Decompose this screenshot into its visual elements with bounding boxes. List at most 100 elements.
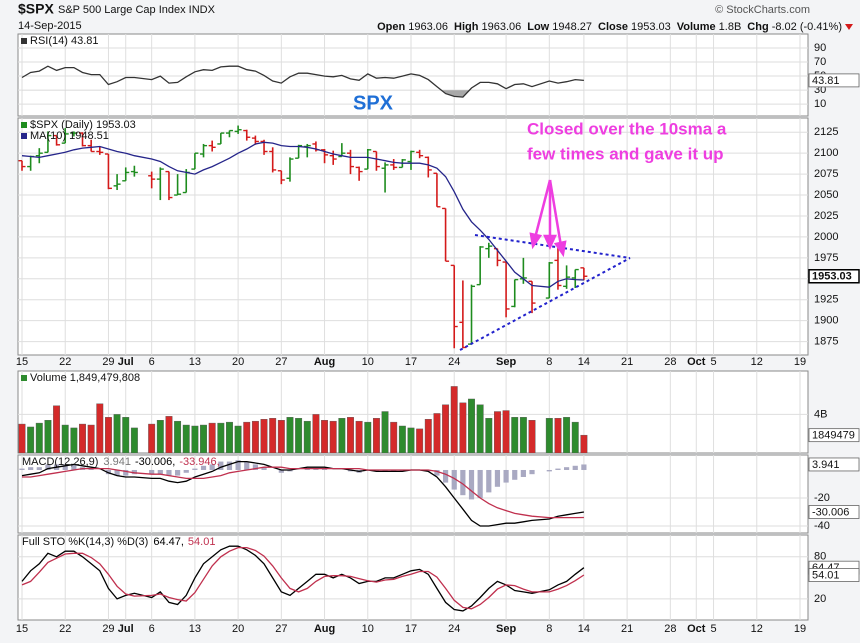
- value-box-label: 54.01: [812, 569, 840, 581]
- y-tick-label: 1925: [814, 294, 838, 306]
- bar: [200, 465, 207, 470]
- source: © StockCharts.com: [715, 4, 810, 16]
- x-tick-label: Oct: [687, 623, 706, 635]
- y-tick-label: -40: [814, 520, 830, 532]
- bar: [131, 469, 137, 475]
- bar: [244, 461, 250, 470]
- legend-swatch: [21, 38, 27, 44]
- quote-value: 1948.27: [552, 21, 592, 33]
- bar: [572, 465, 578, 470]
- bar: [35, 422, 43, 453]
- quote-value: -8.02 (-0.41%): [772, 21, 842, 33]
- x-tick-label: Jul: [118, 623, 134, 635]
- bar: [520, 469, 526, 477]
- quote-label: Low: [527, 21, 549, 33]
- bar: [494, 469, 501, 487]
- bar: [519, 417, 527, 453]
- y-tick-label: 2100: [814, 147, 838, 159]
- y-tick-label: 2125: [814, 126, 838, 138]
- panel: [18, 455, 808, 533]
- legend-entry: $SPX (Daily) 1953.03: [30, 119, 136, 131]
- legend-swatch: [21, 133, 27, 139]
- legend-entry: 3.941: [103, 456, 131, 468]
- x-tick-label: 20: [232, 356, 244, 368]
- x-tick-label: 17: [405, 356, 417, 368]
- y-tick-label: 80: [814, 551, 826, 563]
- x-tick-label: Aug: [314, 356, 335, 368]
- bar: [226, 421, 233, 453]
- bar: [166, 469, 172, 476]
- bar: [303, 420, 311, 453]
- bar: [28, 467, 34, 470]
- y-tick-label: 90: [814, 42, 826, 54]
- bar: [321, 468, 328, 470]
- bar: [114, 469, 120, 476]
- bar: [36, 467, 42, 470]
- bar: [287, 469, 293, 472]
- panel-frame: [17, 534, 809, 621]
- bar: [503, 469, 509, 483]
- x-tick-label: 24: [448, 623, 460, 635]
- x-tick-label: 5: [710, 356, 716, 368]
- bar: [564, 467, 570, 470]
- legend-entry: -30.006,: [135, 456, 175, 468]
- x-tick-label: 27: [275, 623, 287, 635]
- panel: [18, 34, 808, 116]
- bar: [442, 404, 450, 453]
- x-tick-label: 14: [578, 623, 590, 635]
- quote-strip: Open 1963.06 High 1963.06 Low 1948.27 Close 195…: [377, 21, 842, 33]
- quote-value: 1963.06: [481, 21, 521, 33]
- series-line: [21, 141, 584, 288]
- symbol: $SPX: [18, 1, 54, 17]
- bar: [546, 469, 552, 472]
- bar: [424, 419, 432, 453]
- legend-entry: RSI(14) 43.81: [30, 35, 98, 47]
- x-tick-label: 21: [621, 623, 633, 635]
- trend-line: [459, 257, 631, 351]
- annotation-note: few times and gave it up: [527, 144, 724, 163]
- bar: [391, 469, 397, 472]
- bar: [398, 425, 406, 453]
- bar: [554, 418, 562, 453]
- bar: [174, 420, 182, 453]
- annotation-layer: SPX Closed over the 10sma a few times an…: [353, 92, 727, 351]
- bar: [277, 420, 285, 453]
- bar: [512, 469, 518, 480]
- x-tick-label: 14: [578, 356, 590, 368]
- bar: [459, 402, 467, 453]
- y-tick-label: 2075: [814, 168, 838, 180]
- y-tick-label: 1975: [814, 252, 838, 264]
- bar: [304, 468, 310, 470]
- bar: [321, 420, 328, 453]
- bar: [27, 426, 35, 453]
- bar: [485, 418, 493, 453]
- x-tick-label: 19: [794, 623, 806, 635]
- bar: [234, 425, 242, 453]
- bar: [434, 469, 440, 476]
- bar: [486, 469, 492, 493]
- bar: [451, 469, 457, 490]
- x-tick-label: 6: [149, 356, 155, 368]
- x-tick-label: 12: [751, 623, 763, 635]
- arrow: [533, 179, 552, 239]
- x-tick-label: 21: [621, 356, 633, 368]
- bar: [226, 461, 233, 470]
- bar: [373, 469, 380, 472]
- bar: [269, 418, 277, 453]
- bar: [148, 423, 156, 453]
- legend-entry: 64.47,: [153, 536, 184, 548]
- series-line: [22, 466, 584, 519]
- quote-label: Chg: [747, 21, 768, 33]
- x-tick-label: 10: [362, 356, 374, 368]
- bar: [502, 410, 510, 453]
- bar: [192, 468, 198, 470]
- index-name: S&P 500 Large Cap Index INDX: [58, 4, 216, 16]
- bar: [209, 464, 215, 470]
- x-tick-label: 6: [149, 623, 155, 635]
- annotation-label: SPX: [353, 92, 394, 114]
- x-tick-label: Sep: [496, 623, 516, 635]
- x-tick-label: 28: [664, 356, 676, 368]
- value-box-label: -30.006: [812, 506, 849, 518]
- bar: [208, 422, 216, 453]
